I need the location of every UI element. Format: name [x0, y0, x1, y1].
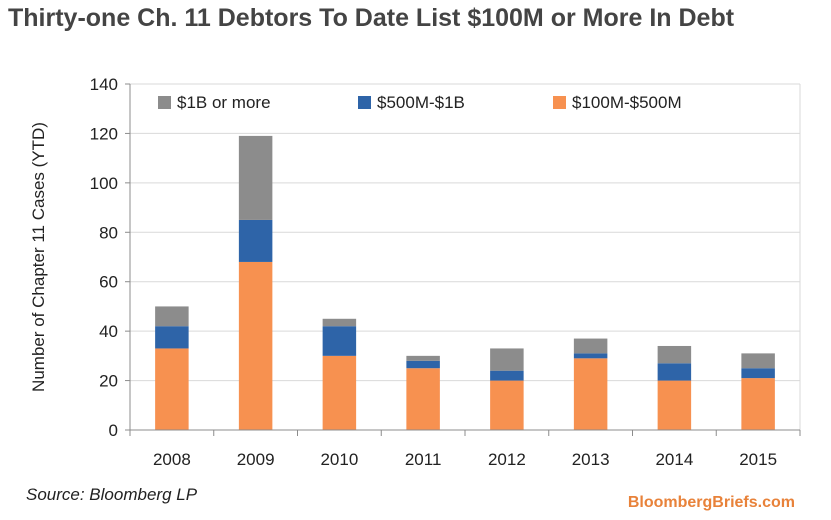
y-tick-label: 140: [90, 75, 118, 94]
bar-segment: [238, 261, 273, 430]
y-tick-label: 20: [99, 372, 118, 391]
bar-segment: [741, 368, 775, 379]
bar-segment: [490, 380, 524, 430]
x-tick-label: 2012: [488, 450, 526, 469]
legend-label: $100M-$500M: [572, 93, 682, 112]
legend: $1B or more $500M-$1B $100M-$500M: [158, 93, 682, 112]
y-tick-label: 40: [99, 322, 118, 341]
bar-segment: [406, 368, 440, 430]
source-note: Source: Bloomberg LP: [26, 485, 198, 504]
bar-segment: [741, 378, 775, 430]
x-tick-label: 2011: [405, 450, 442, 469]
x-tick-label: 2008: [153, 450, 191, 469]
bar-segment: [573, 338, 608, 354]
chart-title: Thirty-one Ch. 11 Debtors To Date List $…: [8, 4, 735, 32]
brand-logo-text: BloombergBriefs.com: [627, 494, 795, 511]
gridlines: [130, 83, 801, 430]
legend-swatch: [358, 96, 371, 109]
bar-segment: [657, 363, 692, 381]
bar-segment: [657, 345, 692, 364]
legend-item: $500M-$1B: [358, 93, 465, 112]
y-tick-label: 60: [99, 273, 118, 292]
x-tick-label: 2010: [320, 450, 358, 469]
y-tick-label: 0: [109, 421, 118, 440]
bar-segment: [155, 326, 189, 349]
bar-segment: [155, 348, 189, 430]
legend-swatch: [553, 96, 566, 109]
bar-segment: [322, 326, 357, 356]
legend-item: $1B or more: [158, 93, 271, 112]
y-tick-label: 80: [99, 223, 118, 242]
x-tick-label: 2015: [739, 450, 777, 469]
bars: [155, 135, 775, 430]
legend-label: $500M-$1B: [377, 93, 465, 112]
bar-segment: [573, 358, 608, 430]
x-tick-label: 2014: [655, 450, 693, 469]
bar-segment: [155, 306, 189, 327]
axes: 0 20 40 60 80 100 120 140 2008 2009 2010 2011 2012 20…: [90, 75, 801, 469]
legend-swatch: [158, 96, 171, 109]
stacked-bar-chart: 0 20 40 60 80 100 120 140 2008 2009 2010 2011 2012 20…: [29, 75, 801, 469]
y-tick-label: 120: [90, 124, 118, 143]
bar-segment: [490, 370, 524, 381]
bar-segment: [238, 135, 273, 220]
x-tick-label: 2009: [237, 450, 275, 469]
legend-item: $100M-$500M: [553, 93, 682, 112]
y-axis-title: Number of Chapter 11 Cases (YTD): [29, 122, 48, 392]
bar-segment: [741, 353, 775, 369]
bar-segment: [406, 355, 440, 361]
legend-label: $1B or more: [177, 93, 271, 112]
bar-segment: [238, 219, 273, 262]
bar-segment: [322, 355, 357, 430]
y-tick-label: 100: [90, 174, 118, 193]
bar-segment: [406, 360, 440, 369]
x-tick-label: 2013: [572, 450, 610, 469]
bar-segment: [657, 380, 692, 430]
bar-segment: [490, 348, 524, 371]
bar-segment: [322, 318, 357, 327]
bar-segment: [573, 353, 608, 359]
